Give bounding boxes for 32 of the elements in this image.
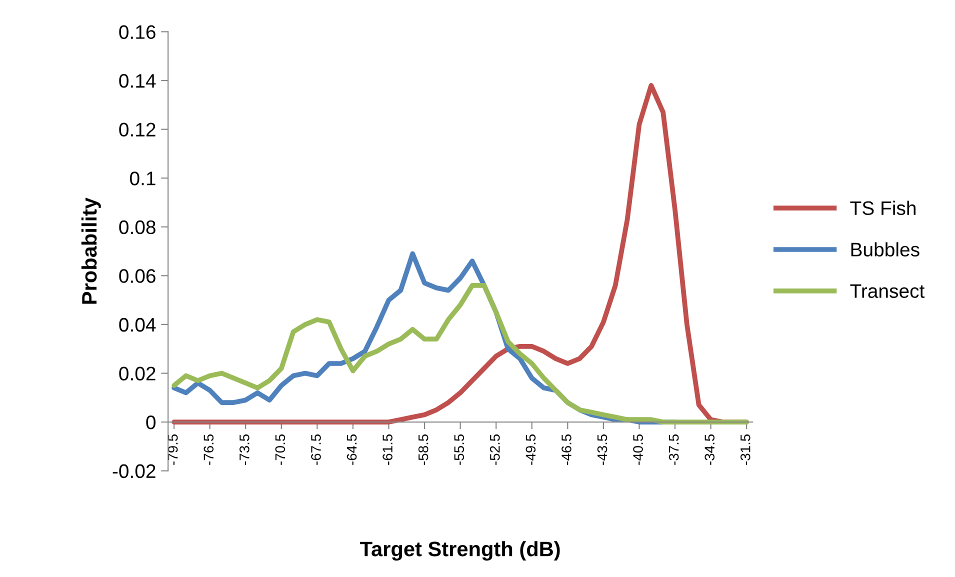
x-tick-label: -49.5	[526, 434, 536, 465]
x-tick-label: -70.5	[275, 434, 286, 465]
x-tick-label: -43.5	[597, 434, 608, 465]
legend-label: Transect	[850, 284, 925, 298]
y-tick-label: 0.12	[119, 122, 156, 137]
legend-label: TS Fish	[850, 200, 916, 216]
x-tick-label: -34.5	[704, 434, 715, 465]
y-axis-title: Probability	[81, 198, 101, 304]
y-tick-label: -0.02	[112, 464, 156, 478]
x-tick-label: -46.5	[562, 434, 572, 465]
y-tick-label: 0.06	[119, 269, 156, 283]
y-tick-label: 0	[146, 416, 156, 430]
x-tick-label: -64.5	[346, 434, 357, 465]
y-tick-label: 0.04	[119, 318, 156, 332]
y-tick-label: 0.14	[119, 74, 156, 88]
x-axis-title: Target Strength (dB)	[360, 541, 560, 561]
x-tick-label: -52.5	[490, 434, 500, 465]
x-tick-label: -37.5	[668, 434, 679, 465]
x-tick-label: -31.5	[740, 434, 750, 465]
x-tick-label: -55.5	[454, 434, 464, 465]
x-tick-label: -58.5	[418, 434, 428, 465]
line-series	[172, 283, 750, 424]
y-tick-label: 0.16	[119, 25, 156, 39]
y-tick-label: 0.08	[119, 220, 156, 234]
x-tick-label: -76.5	[204, 434, 214, 465]
y-tick-label: 0.02	[119, 366, 156, 380]
x-tick-label: -67.5	[311, 434, 321, 465]
x-tick-label: -61.5	[382, 434, 392, 465]
legend-label: Bubbles	[851, 242, 920, 257]
x-tick-label: -73.5	[240, 434, 250, 465]
x-tick-label: -40.5	[633, 434, 643, 465]
y-tick-label: 0.1	[130, 172, 156, 186]
